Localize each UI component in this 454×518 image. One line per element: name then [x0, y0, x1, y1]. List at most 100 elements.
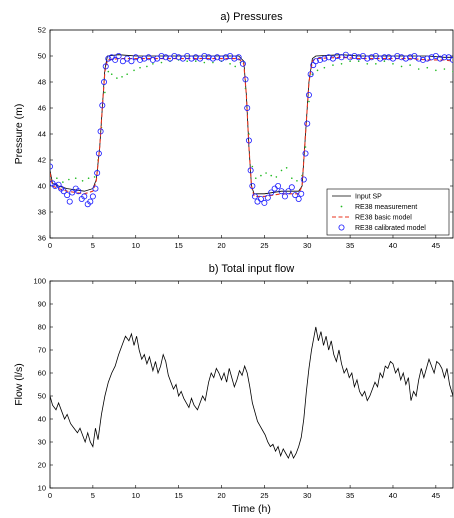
calibrated-point	[137, 56, 144, 63]
flow-chart: b) Total input flow Flow (l/s) Time (h) …	[13, 263, 454, 515]
measurement-point: ·	[146, 64, 148, 70]
measurement-dot	[234, 65, 237, 68]
measurement-point: ·	[341, 62, 343, 68]
calibrated-point	[288, 184, 295, 191]
measurement-dot	[212, 61, 214, 64]
calibrated-point	[411, 53, 418, 60]
y-tick-label: 100	[33, 277, 46, 286]
measurement-dot	[62, 181, 64, 183]
calibrated-point	[115, 53, 122, 60]
measurement-dot	[291, 177, 293, 179]
pressure-legend: Input SP RE38 measurement RE38 basic model…	[326, 188, 450, 236]
x-tick-label: 5	[91, 491, 95, 500]
calibrated-point	[295, 195, 302, 202]
measurement-point: ·	[435, 68, 437, 74]
calibrated-point	[209, 55, 216, 62]
calibrated-point	[268, 189, 275, 196]
measurement-point: ·	[392, 62, 394, 68]
calibrated-point	[377, 55, 384, 62]
y-tick-label: 42	[38, 156, 46, 165]
y-tick-label: 80	[38, 323, 46, 332]
y-tick-label: 10	[38, 484, 46, 493]
legend-box	[326, 188, 450, 236]
calibrated-point	[368, 54, 375, 61]
measurement-point: ·	[418, 67, 420, 73]
calibrated-point	[188, 55, 195, 62]
measurement-dot	[280, 169, 283, 172]
measurement-dot	[392, 63, 394, 65]
measurement-point: ·	[251, 165, 253, 171]
measurement-point: ·	[443, 67, 445, 73]
flow-axis-ticks: 0 5 10 15 20 25 30 35 40 45 10 20 30 40 50 60 70 80 90 100	[33, 277, 453, 500]
calibrated-point	[419, 56, 426, 63]
calibrated-point	[81, 193, 88, 200]
measurement-point: ·	[160, 61, 162, 67]
calibrated-point	[128, 58, 135, 65]
calibrated-point	[132, 54, 139, 61]
calibrated-point	[329, 55, 336, 62]
measurement-point: ·	[94, 175, 96, 181]
calibrated-point	[381, 54, 388, 61]
y-tick-label: 50	[38, 392, 46, 401]
measurement-dot	[186, 60, 188, 62]
x-tick-label: 45	[432, 491, 440, 500]
measurement-point: ·	[296, 179, 298, 185]
calibrated-point	[304, 120, 311, 127]
measurement-dot	[116, 77, 118, 79]
measurement-point: ·	[195, 59, 197, 65]
measurement-point: ·	[301, 174, 303, 180]
calibrated-point	[445, 54, 452, 61]
calibrated-point	[292, 192, 299, 199]
calibrated-point	[171, 53, 178, 60]
measurement-dot	[285, 167, 288, 169]
calibrated-point	[50, 163, 53, 170]
calibrated-point	[247, 167, 254, 174]
measurement-point: ·	[126, 72, 128, 78]
measurement-point: ·	[152, 62, 154, 68]
measurement-point: ·	[248, 132, 250, 138]
measurement-point: ·	[270, 174, 272, 180]
x-tick-label: 20	[217, 241, 225, 250]
calibrated-point	[372, 53, 379, 60]
measurement-point: ·	[75, 176, 77, 182]
measurement-dot	[152, 63, 154, 65]
calibrated-point	[175, 54, 182, 61]
measurement-dot	[265, 172, 267, 174]
x-tick-label: 15	[174, 491, 182, 500]
measurement-dot	[56, 177, 58, 179]
measurement-point: ·	[229, 62, 231, 68]
series-flow-line	[50, 326, 453, 460]
y-tick-label: 30	[38, 438, 46, 447]
measurement-point: ·	[383, 59, 385, 65]
calibrated-point	[94, 169, 101, 176]
legend-entry: Input SP	[355, 193, 382, 200]
calibrated-point	[66, 198, 73, 205]
measurement-point: ·	[178, 58, 180, 64]
measurement-point: ·	[68, 178, 70, 184]
measurement-point: ·	[375, 62, 377, 68]
calibrated-point	[389, 55, 396, 62]
x-tick-label: 0	[48, 491, 52, 500]
legend-entry: RE38 measurement	[355, 204, 417, 211]
measurement-point: ·	[116, 76, 118, 82]
calibrated-point	[218, 55, 225, 62]
calibrated-point	[95, 150, 102, 157]
calibrated-point	[239, 60, 246, 67]
pressure-series: · · · · · · · · · · · · · · · · · · · · · · · · · · · · · · · · · · · · · · · ·…	[50, 51, 453, 208]
measurement-point: ·	[234, 64, 236, 70]
calibrated-point	[298, 190, 305, 197]
x-tick-label: 30	[303, 491, 311, 500]
measurement-dot	[81, 180, 84, 182]
measurement-dot	[93, 176, 96, 178]
y-tick-label: 38	[38, 208, 46, 217]
measurement-dot	[349, 60, 351, 62]
series-layer	[50, 326, 453, 460]
flow-plot-area	[49, 280, 454, 489]
calibrated-point	[112, 56, 119, 63]
x-tick-label: 35	[346, 491, 354, 500]
calibrated-point	[205, 54, 212, 61]
pressure-axis-ticks: 0 5 10 15 20 25 30 35 40 45 36 38 40 42 44 46 48 50 52	[38, 26, 453, 250]
y-tick-label: 52	[38, 26, 46, 35]
calibrated-point	[394, 53, 401, 60]
calibrated-point	[99, 102, 106, 109]
